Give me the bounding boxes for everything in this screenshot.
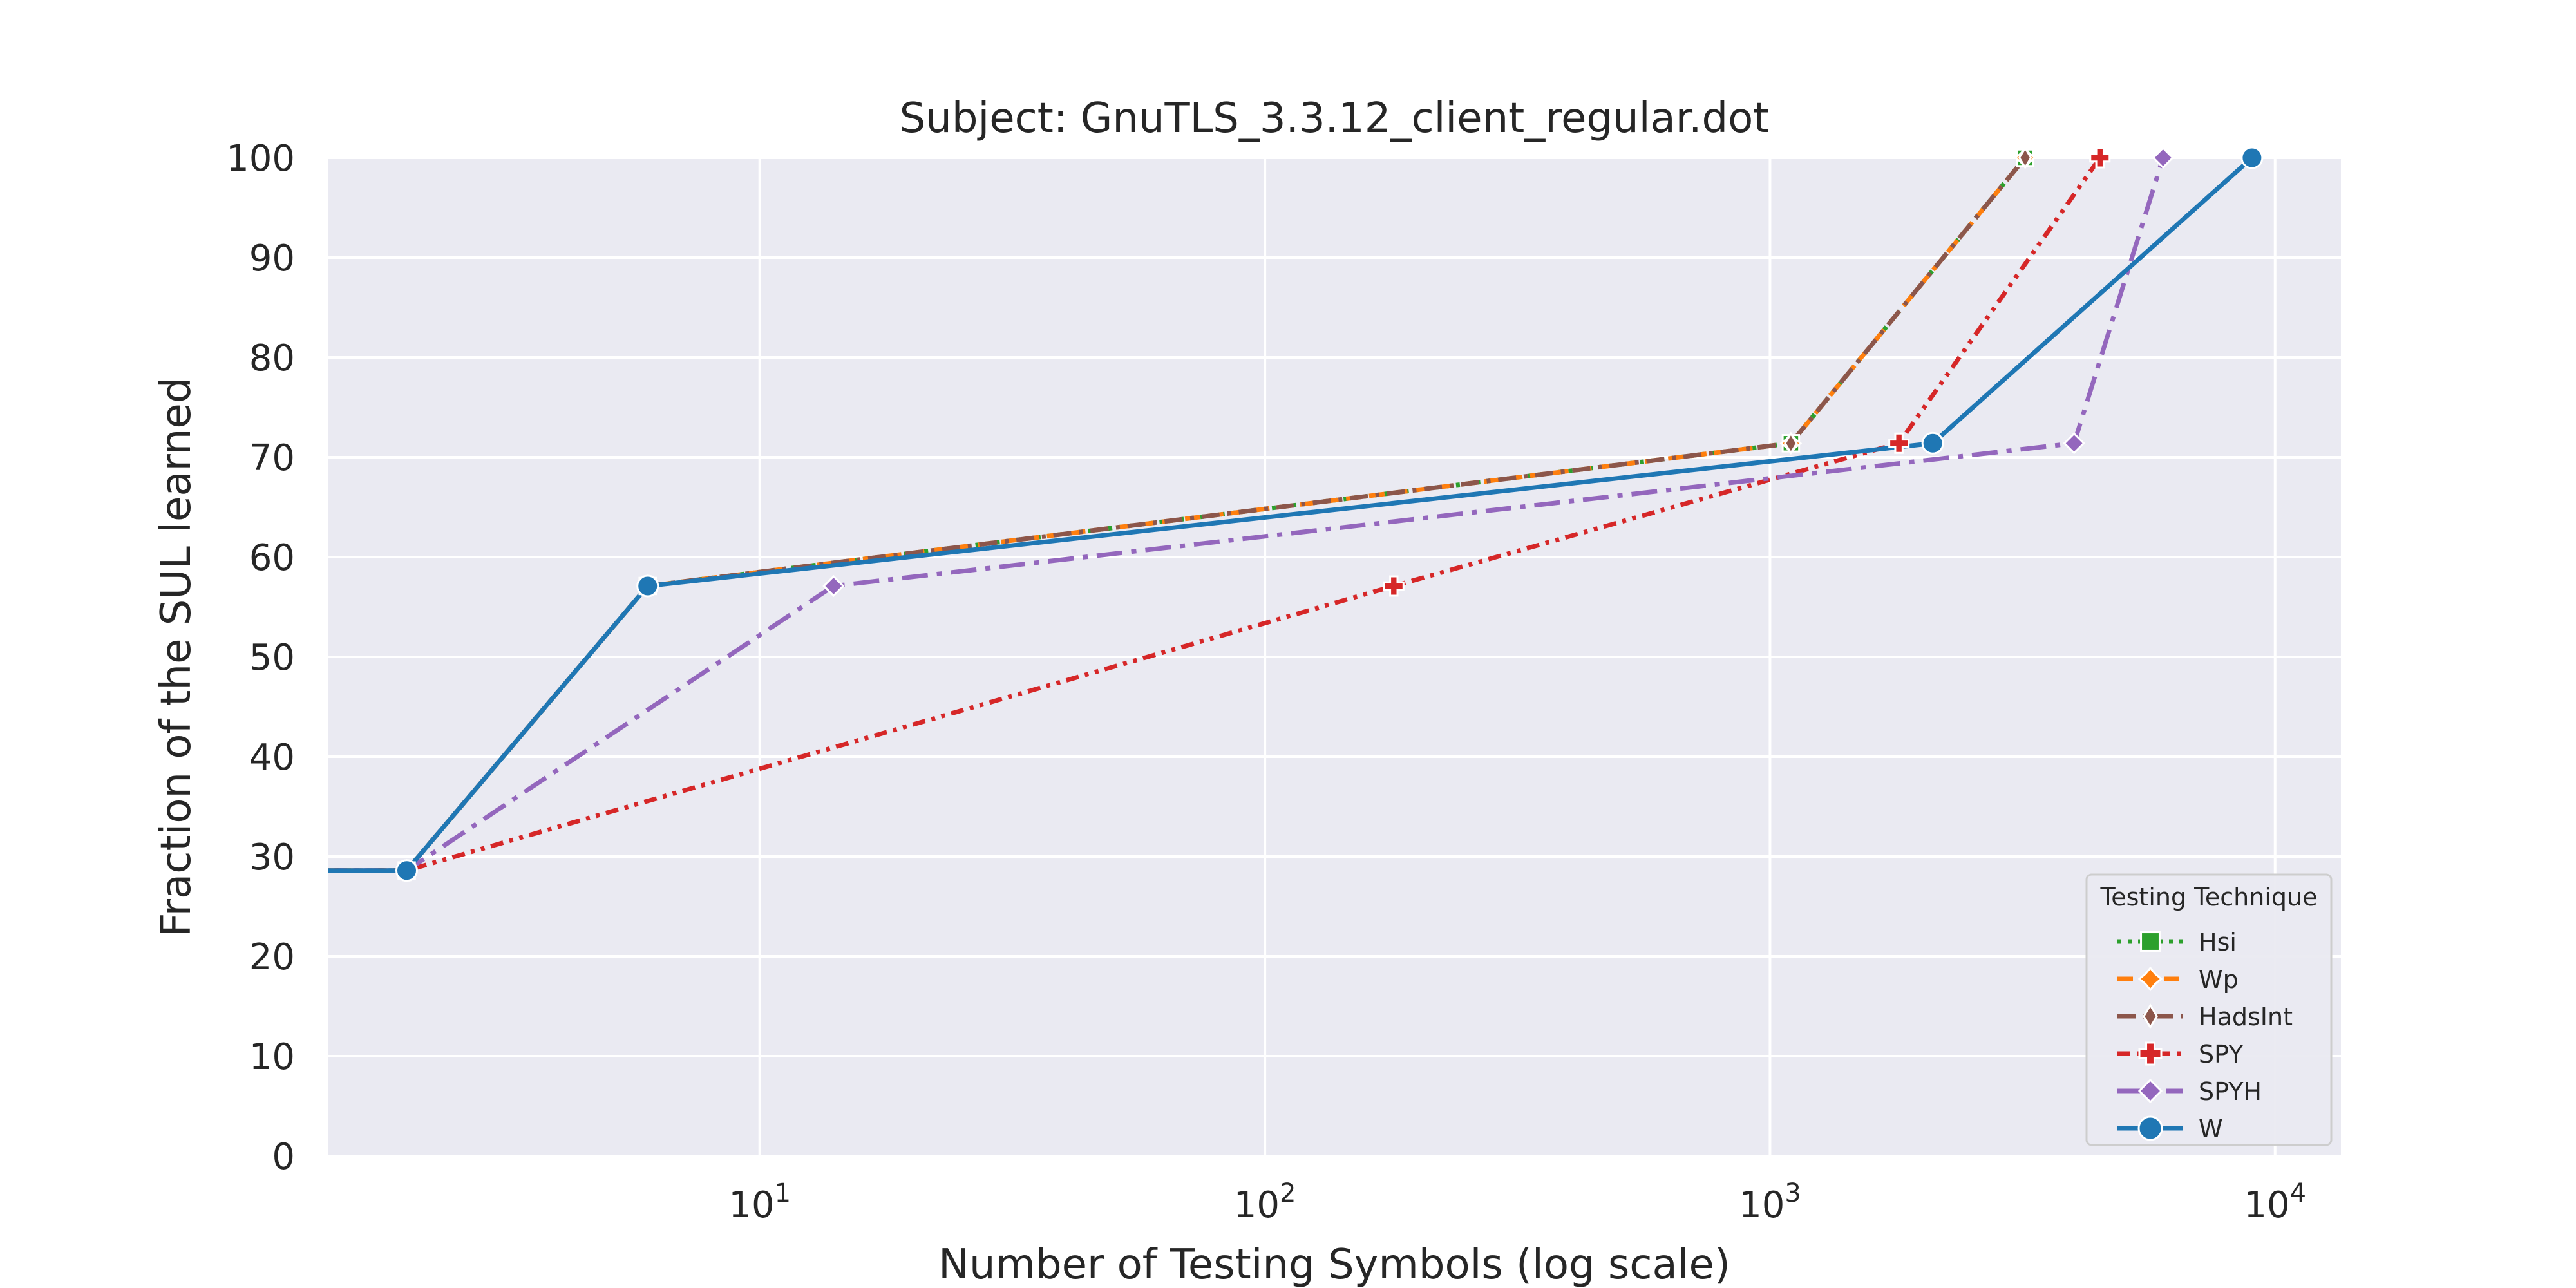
x-tick-label: 101 xyxy=(728,1179,791,1226)
y-tick-label: 60 xyxy=(249,537,295,579)
x-axis-ticks: 101 102 103 104 xyxy=(728,1179,2306,1226)
marker-w xyxy=(1921,431,1944,455)
legend-marker-hadsint xyxy=(2143,1003,2158,1029)
y-tick-label: 70 xyxy=(249,437,295,479)
y-axis-ticks: 0 10 20 30 40 50 60 70 80 90 100 xyxy=(226,138,295,1178)
legend-label-hsi: Hsi xyxy=(2199,928,2237,956)
marker-spy xyxy=(1888,432,1910,454)
grid xyxy=(328,156,2341,1157)
legend-marker-hsi xyxy=(2140,931,2161,952)
x-tick-label: 104 xyxy=(2244,1179,2306,1226)
x-axis-label: Number of Testing Symbols (log scale) xyxy=(938,1241,1730,1288)
y-tick-label: 80 xyxy=(249,337,295,379)
y-tick-label: 20 xyxy=(249,936,295,978)
marker-hadsint xyxy=(2018,146,2032,169)
legend-label-hadsint: HadsInt xyxy=(2199,1003,2293,1031)
marker-hadsint xyxy=(1784,431,1798,455)
legend-label-spyh: SPYH xyxy=(2199,1077,2262,1106)
y-tick-label: 100 xyxy=(226,138,295,180)
x-tick-label: 102 xyxy=(1234,1179,1296,1226)
y-tick-label: 10 xyxy=(249,1036,295,1078)
y-tick-label: 30 xyxy=(249,837,295,878)
legend-title: Testing Technique xyxy=(2099,883,2317,911)
chart-title: Subject: GnuTLS_3.3.12_client_regular.do… xyxy=(900,95,1770,142)
marker-spyh xyxy=(2063,432,2085,455)
series-markers xyxy=(395,146,2264,882)
legend-marker-spyh xyxy=(2137,1078,2163,1104)
y-axis-label: Fraction of the SUL learned xyxy=(153,377,200,937)
marker-spyh xyxy=(822,574,845,598)
y-tick-label: 40 xyxy=(249,737,295,779)
marker-w xyxy=(2240,146,2264,169)
x-tick-label: 103 xyxy=(1739,1179,1801,1226)
legend-label-wp: Wp xyxy=(2199,965,2239,994)
y-tick-label: 0 xyxy=(272,1136,295,1178)
legend-label-spy: SPY xyxy=(2199,1040,2244,1068)
marker-w xyxy=(636,574,659,598)
legend-marker-spy xyxy=(2138,1041,2163,1066)
y-tick-label: 90 xyxy=(249,238,295,279)
marker-spy xyxy=(2089,147,2111,169)
marker-spy xyxy=(1383,575,1405,597)
legend: Testing Technique Hsi Wp HadsInt SPY SPYH W xyxy=(2085,873,2333,1146)
marker-w xyxy=(395,859,418,882)
legend-label-w: W xyxy=(2199,1115,2223,1143)
legend-marker-w xyxy=(2137,1115,2163,1141)
legend-marker-wp xyxy=(2137,966,2163,992)
y-tick-label: 50 xyxy=(249,637,295,679)
marker-spyh xyxy=(2152,146,2174,169)
